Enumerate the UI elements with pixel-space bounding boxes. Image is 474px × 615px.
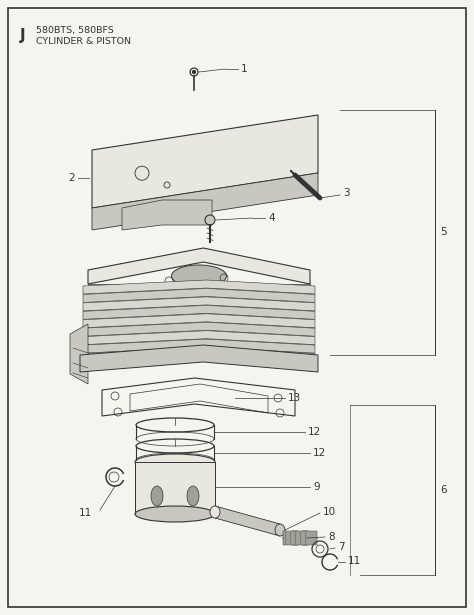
Text: 12: 12 — [313, 448, 326, 458]
Text: 4: 4 — [268, 213, 274, 223]
Polygon shape — [92, 115, 318, 208]
Polygon shape — [80, 345, 318, 372]
Circle shape — [205, 215, 215, 225]
Polygon shape — [83, 322, 315, 336]
Ellipse shape — [135, 506, 215, 522]
Text: 11: 11 — [78, 508, 91, 518]
Text: 2: 2 — [68, 173, 75, 183]
Text: 10: 10 — [323, 507, 336, 517]
Text: 5: 5 — [440, 227, 447, 237]
Circle shape — [192, 71, 195, 74]
Text: 13: 13 — [288, 393, 301, 403]
Polygon shape — [83, 347, 315, 362]
Polygon shape — [88, 248, 310, 284]
Ellipse shape — [187, 486, 199, 506]
Ellipse shape — [151, 486, 163, 506]
Polygon shape — [92, 173, 318, 230]
Text: 9: 9 — [313, 482, 319, 492]
Text: J: J — [20, 28, 26, 43]
Ellipse shape — [135, 454, 215, 470]
Polygon shape — [83, 305, 315, 319]
Text: 12: 12 — [308, 427, 321, 437]
Text: 3: 3 — [343, 188, 350, 198]
Ellipse shape — [283, 531, 307, 545]
Text: 8: 8 — [328, 532, 335, 542]
Polygon shape — [83, 297, 315, 311]
Polygon shape — [83, 280, 315, 294]
Text: CYLINDER & PISTON: CYLINDER & PISTON — [36, 37, 131, 46]
Ellipse shape — [275, 524, 285, 536]
Text: 7: 7 — [338, 542, 345, 552]
Bar — [135, 462, 215, 514]
Polygon shape — [215, 506, 280, 536]
Ellipse shape — [210, 506, 220, 518]
Polygon shape — [83, 314, 315, 328]
Polygon shape — [83, 339, 315, 353]
Text: 1: 1 — [241, 64, 247, 74]
Text: 580BTS, 580BFS: 580BTS, 580BFS — [36, 26, 114, 35]
Polygon shape — [83, 288, 315, 303]
Text: 11: 11 — [348, 556, 361, 566]
Bar — [283, 531, 317, 545]
Polygon shape — [83, 331, 315, 344]
Ellipse shape — [172, 265, 227, 287]
Ellipse shape — [293, 531, 317, 545]
Polygon shape — [88, 284, 310, 360]
Polygon shape — [122, 200, 212, 230]
Text: 6: 6 — [440, 485, 447, 495]
Polygon shape — [70, 324, 88, 384]
